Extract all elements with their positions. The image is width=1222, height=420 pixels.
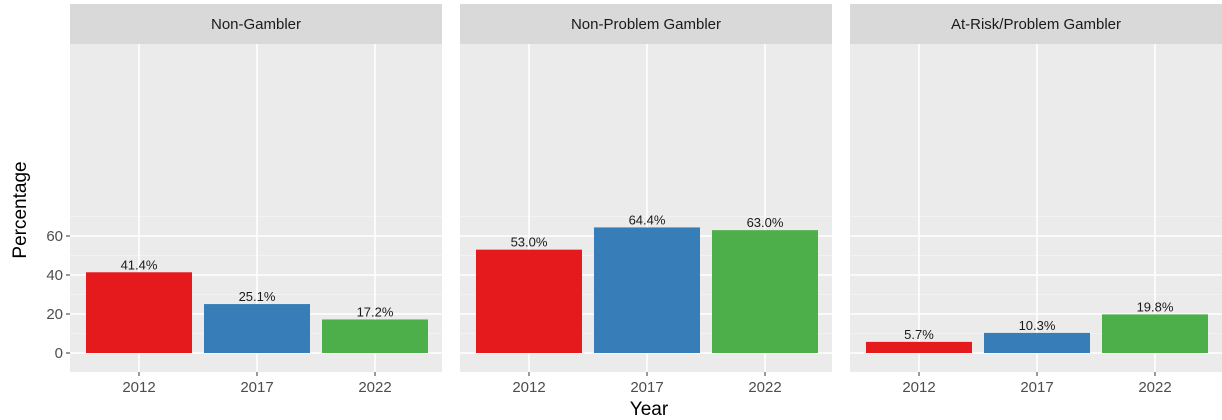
x-tick-label: 2012 [902, 379, 935, 396]
panel-title: At-Risk/Problem Gambler [951, 16, 1121, 33]
panel-1: Non-Gambler 41.4% 25.1% 17.2% 2012 2017 2022 [70, 4, 442, 396]
data-label: 53.0% [511, 235, 548, 250]
panel-title: Non-Gambler [211, 16, 301, 33]
bar-2012 [86, 272, 192, 353]
panel-strip [850, 4, 1222, 44]
x-tick-label: 2022 [358, 379, 391, 396]
data-label: 25.1% [239, 289, 276, 304]
y-tick-label: 40 [46, 267, 63, 284]
x-tick-label: 2012 [512, 379, 545, 396]
bar-2017 [984, 332, 1090, 353]
y-axis: 0 20 40 60 [46, 228, 70, 362]
bar-2022 [712, 230, 818, 353]
data-label: 5.7% [904, 327, 934, 342]
bar-2017 [204, 304, 310, 353]
y-tick-label: 0 [55, 345, 63, 362]
y-tick-label: 60 [46, 228, 63, 245]
panel-strip [460, 4, 832, 44]
panel-3: At-Risk/Problem Gambler 5.7% 10.3% 19.8% 201… [850, 4, 1222, 396]
bar-2022 [322, 319, 428, 353]
x-tick-label: 2017 [630, 379, 663, 396]
bar-2017 [594, 227, 700, 353]
panel-strip [70, 4, 442, 44]
data-label: 41.4% [121, 257, 158, 272]
bar-2012 [476, 249, 582, 353]
x-tick-label: 2022 [1138, 379, 1171, 396]
y-tick-label: 20 [46, 306, 63, 323]
x-tick-label: 2017 [1020, 379, 1053, 396]
data-label: 63.0% [747, 215, 784, 230]
data-label: 19.8% [1137, 299, 1174, 314]
bar-2012 [866, 341, 972, 353]
x-tick-label: 2022 [748, 379, 781, 396]
x-tick-label: 2012 [122, 379, 155, 396]
data-label: 10.3% [1019, 318, 1056, 333]
data-label: 17.2% [357, 304, 394, 319]
data-label: 64.4% [629, 212, 666, 227]
panel-2: Non-Problem Gambler 53.0% 64.4% 63.0% 2012 20… [460, 4, 832, 396]
panel-title: Non-Problem Gambler [571, 16, 721, 33]
y-axis-title: Percentage [10, 161, 31, 258]
x-axis-title: Year [630, 399, 669, 420]
x-tick-label: 2017 [240, 379, 273, 396]
bar-2022 [1102, 314, 1208, 353]
